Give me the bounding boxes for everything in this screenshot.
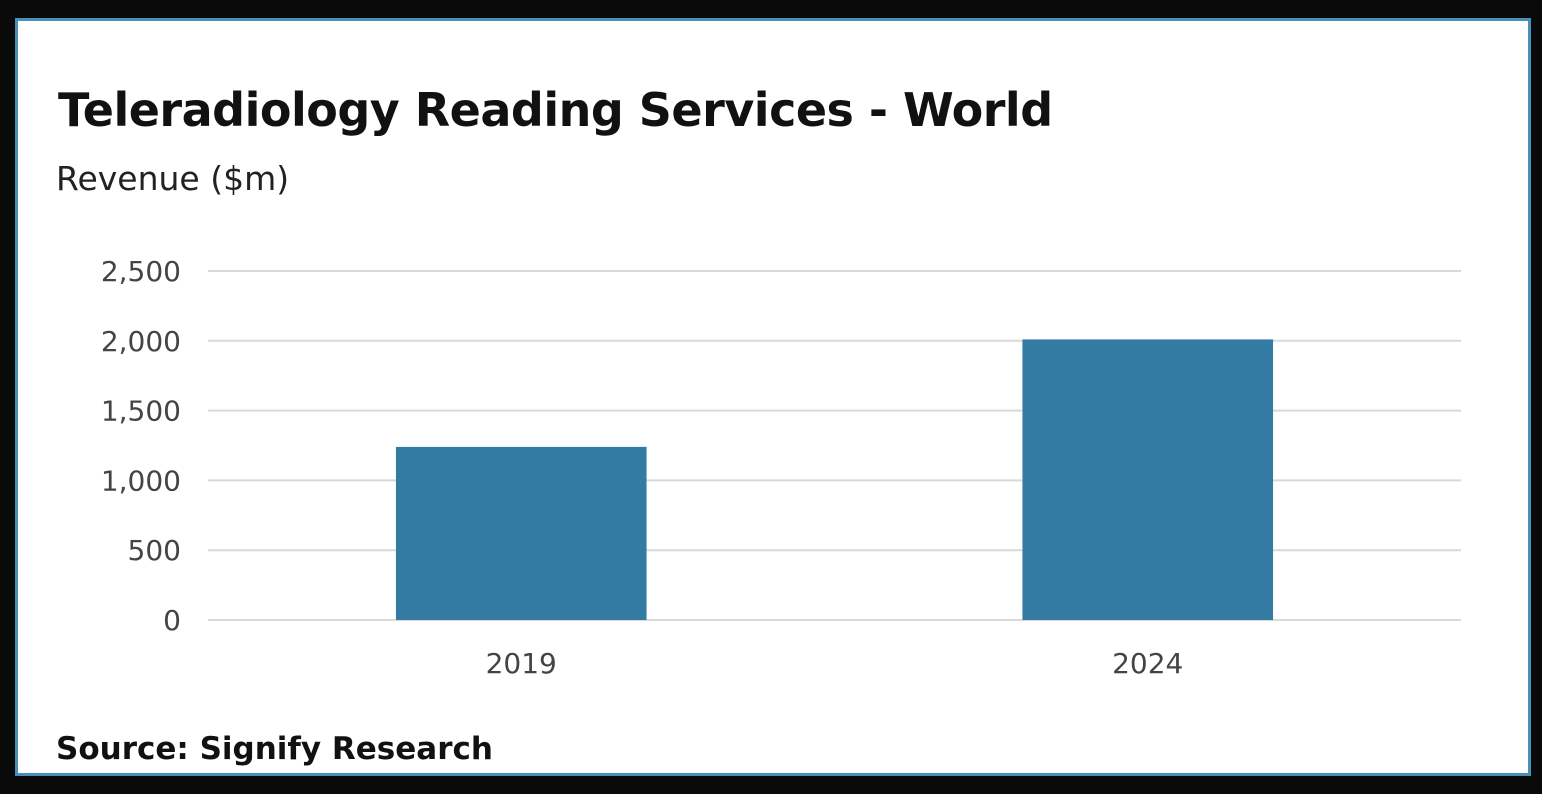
x-tick-label: 2019 [486,647,557,680]
y-tick-label: 2,000 [101,325,181,358]
y-tick-label: 1,500 [101,395,181,428]
chart-title: Teleradiology Reading Services - World [58,83,1053,137]
y-axis-ticks: 0 500 1,000 1,500 2,000 2,500 [101,255,181,637]
bar-2024 [1022,339,1274,620]
y-tick-label: 2,500 [101,255,181,288]
x-axis-ticks: 2019 2024 [486,647,1184,680]
x-tick-label: 2024 [1112,647,1183,680]
bar-chart: 0 500 1,000 1,500 2,000 2,500 2019 2024 [101,255,1461,680]
y-tick-label: 1,000 [101,464,181,497]
y-tick-label: 500 [128,534,181,567]
source-note: Source: Signify Research [56,731,493,767]
bar-2019 [395,446,647,620]
bars [395,339,1274,620]
chart-panel: Teleradiology Reading Services - World R… [15,18,1531,776]
y-axis-label: Revenue ($m) [56,159,290,198]
y-tick-label: 0 [163,604,181,637]
